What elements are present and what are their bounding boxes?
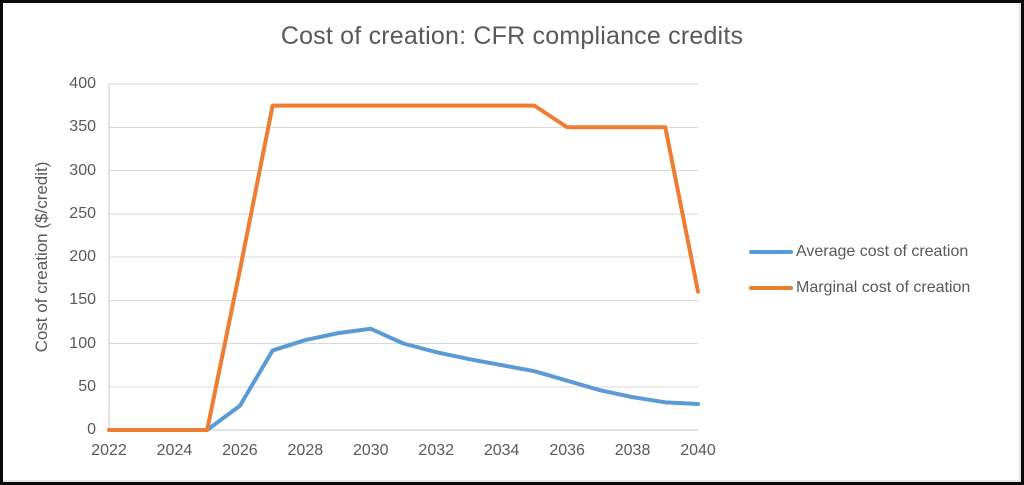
legend-line-swatch-average (749, 250, 793, 254)
legend-entry-average: Average cost of creation (749, 234, 970, 270)
x-tick-label-2024: 2024 (156, 442, 193, 459)
series-line-1 (107, 103, 700, 432)
x-tick-label-2028: 2028 (287, 442, 324, 459)
x-tick-label-2036: 2036 (549, 442, 585, 459)
x-tick-label-2022: 2022 (91, 442, 127, 459)
legend: Average cost of creation Marginal cost o… (749, 234, 970, 306)
x-tick-label-2040: 2040 (680, 442, 716, 459)
y-tick-label-100: 100 (69, 334, 96, 352)
legend-label-marginal: Marginal cost of creation (796, 279, 971, 296)
y-tick-label-200: 200 (69, 248, 96, 265)
legend-line-swatch-marginal (749, 286, 793, 290)
x-tick-label-2030: 2030 (352, 442, 389, 459)
legend-entry-marginal: Marginal cost of creation (749, 270, 970, 306)
x-tick-label-2034: 2034 (483, 442, 520, 459)
y-tick-label-50: 50 (78, 377, 96, 395)
legend-label-average: Average cost of creation (796, 243, 969, 260)
series-lines (107, 103, 700, 432)
y-tick-label-400: 400 (69, 75, 96, 92)
x-tick-label-2032: 2032 (418, 442, 455, 459)
y-tick-label-0: 0 (87, 421, 96, 438)
x-tick-label-2038: 2038 (614, 442, 651, 459)
y-tick-label-150: 150 (69, 291, 96, 309)
x-tick-label-2026: 2026 (222, 442, 258, 459)
y-tick-label-250: 250 (69, 204, 96, 222)
y-tick-label-300: 300 (69, 161, 96, 179)
y-tick-label-350: 350 (69, 118, 96, 136)
chart-title: Cost of creation: CFR compliance credits (280, 22, 744, 50)
